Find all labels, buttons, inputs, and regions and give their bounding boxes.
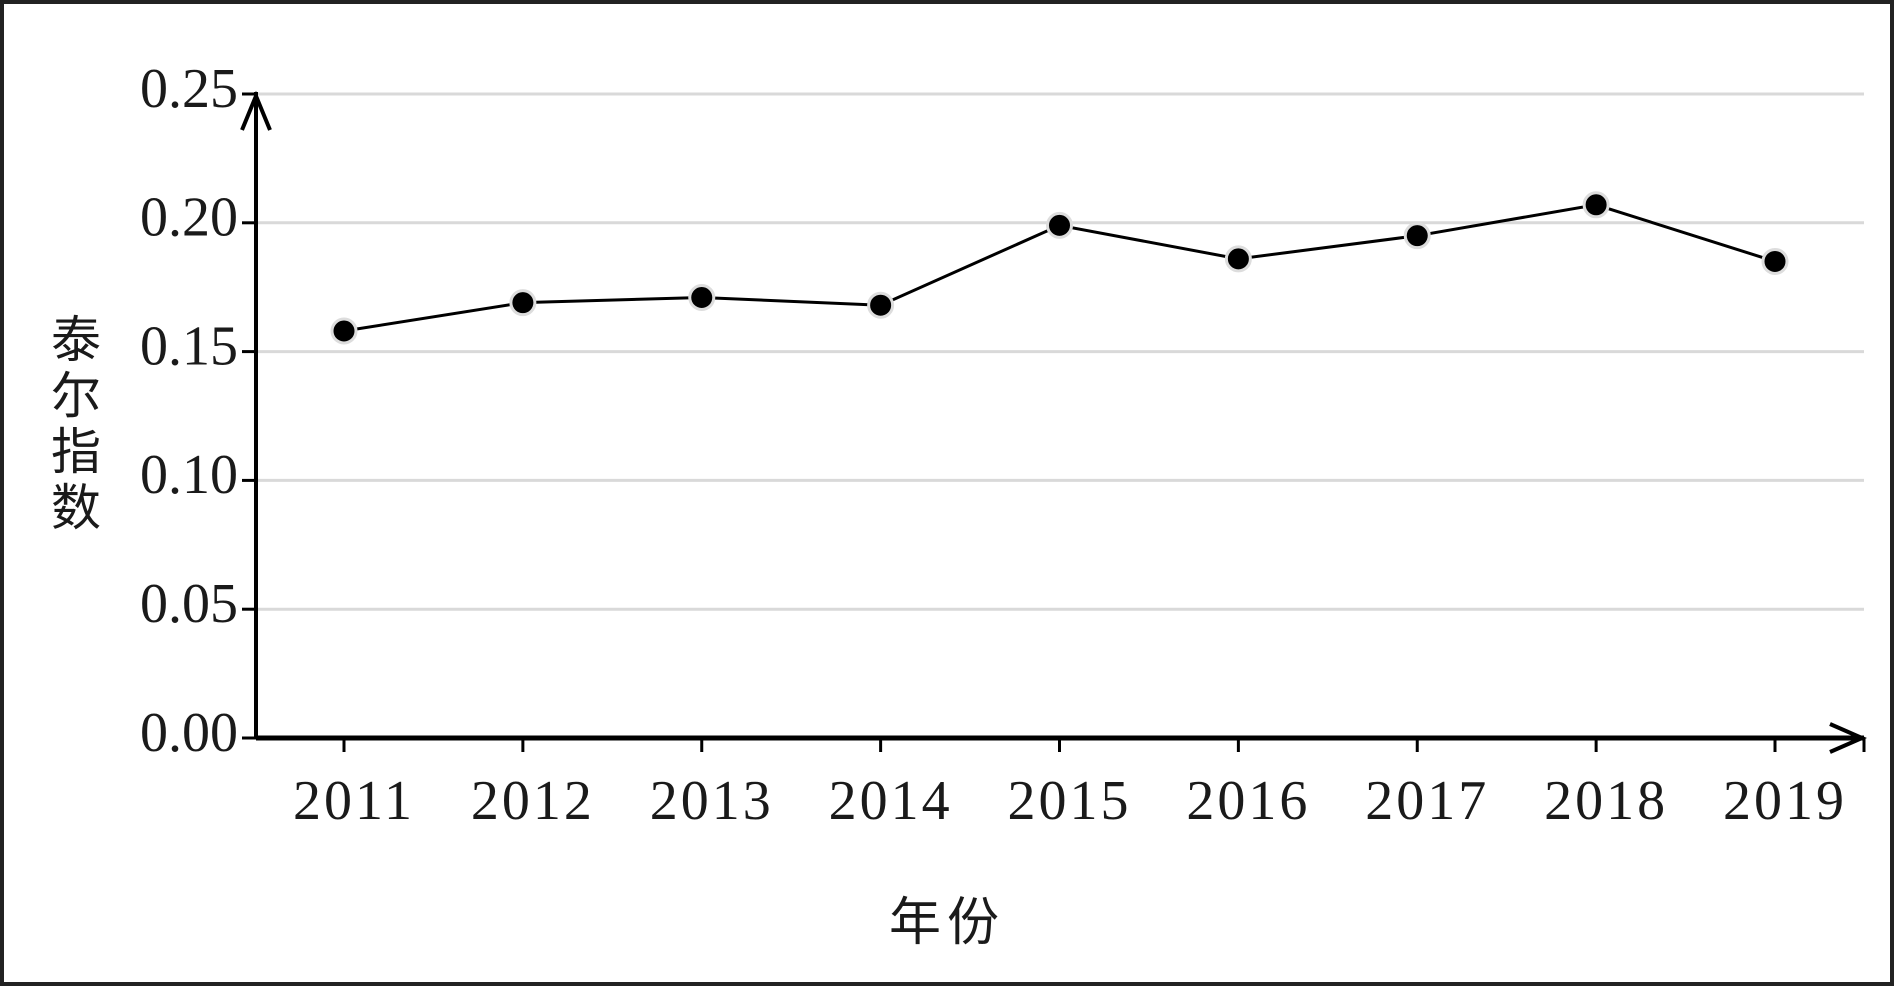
y-tick-label: 0.20 xyxy=(140,187,238,249)
x-tick-label: 2013 xyxy=(650,770,774,832)
x-tick-label: 2017 xyxy=(1365,770,1489,832)
data-point xyxy=(509,289,537,317)
x-tick-label: 2012 xyxy=(471,770,595,832)
x-tick-label: 2016 xyxy=(1186,770,1310,832)
data-point xyxy=(1582,191,1610,219)
x-tick-label: 2018 xyxy=(1544,770,1668,832)
y-tick-label: 0.05 xyxy=(140,573,238,635)
y-tick-label: 0.00 xyxy=(140,702,238,764)
data-point xyxy=(867,291,895,319)
y-tick-label: 0.15 xyxy=(140,315,238,377)
y-axis-label: 泰尔指数 xyxy=(44,313,100,537)
data-point xyxy=(1046,211,1073,239)
data-point xyxy=(1224,245,1252,273)
x-tick-label: 2014 xyxy=(829,770,953,832)
x-tick-label: 2015 xyxy=(1008,770,1132,832)
data-point xyxy=(1403,222,1431,250)
data-point xyxy=(688,284,716,312)
y-tick-label: 0.25 xyxy=(140,58,238,120)
y-axis-arrow xyxy=(240,90,272,131)
y-tick-label: 0.10 xyxy=(140,444,238,506)
x-axis-arrow xyxy=(1829,722,1867,754)
x-tick-label: 2011 xyxy=(293,770,415,832)
data-point xyxy=(1761,247,1789,275)
x-axis-label: 年份 xyxy=(889,895,1005,952)
data-point xyxy=(330,317,358,345)
x-tick-label: 2019 xyxy=(1723,770,1847,832)
